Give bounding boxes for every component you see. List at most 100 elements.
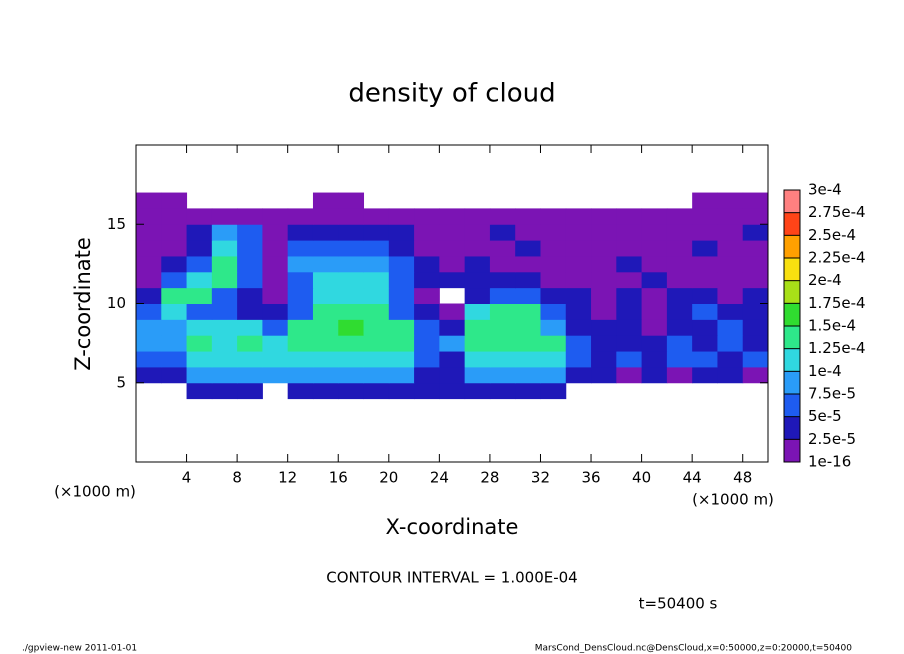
y-unit: (×1000 m) xyxy=(54,483,136,501)
cell xyxy=(540,271,567,289)
cell xyxy=(211,287,238,304)
colorbar-band xyxy=(784,235,800,258)
cell xyxy=(211,240,238,257)
cell xyxy=(186,240,213,257)
cell xyxy=(136,303,162,320)
x-tick-label: 40 xyxy=(632,469,651,487)
cell xyxy=(616,271,643,289)
footer-left: ./gpview-new 2011-01-01 xyxy=(22,644,137,654)
cell xyxy=(464,319,491,336)
cell xyxy=(439,255,466,273)
cell xyxy=(515,335,541,352)
cell xyxy=(692,208,718,225)
cell xyxy=(666,303,693,320)
cell xyxy=(136,255,162,273)
cell xyxy=(515,303,541,320)
cell xyxy=(439,208,466,225)
cell xyxy=(717,271,744,289)
cell xyxy=(666,255,693,273)
cell xyxy=(591,287,617,304)
x-tick-label: 4 xyxy=(182,469,192,487)
cell xyxy=(641,351,668,368)
cell xyxy=(515,287,541,304)
cell xyxy=(565,303,592,320)
x-axis-label: X-coordinate xyxy=(386,515,519,539)
cell xyxy=(363,303,390,320)
cell xyxy=(262,335,289,352)
cell xyxy=(136,271,162,289)
cell xyxy=(237,208,263,225)
cell xyxy=(338,192,365,209)
cell xyxy=(211,303,238,320)
cell xyxy=(742,255,769,273)
cell xyxy=(641,366,668,384)
cell xyxy=(414,366,440,384)
cell xyxy=(666,271,693,289)
x-unit: (×1000 m) xyxy=(692,491,774,509)
cell xyxy=(489,351,516,368)
footer-right: MarsCond_DensCloud.nc@DensCloud,x=0:5000… xyxy=(535,644,852,654)
cell xyxy=(742,366,769,384)
cell xyxy=(717,240,744,257)
cell xyxy=(641,208,668,225)
cell xyxy=(211,366,238,384)
cell xyxy=(464,335,491,352)
cell xyxy=(363,255,390,273)
cell xyxy=(388,351,415,368)
x-tick-label: 16 xyxy=(329,469,348,487)
cell xyxy=(489,271,516,289)
cell xyxy=(237,303,263,320)
cell xyxy=(717,319,744,336)
cell xyxy=(717,224,744,241)
cell xyxy=(388,319,415,336)
cell xyxy=(591,208,617,225)
cell xyxy=(262,224,289,241)
field xyxy=(136,192,769,400)
cell xyxy=(439,351,466,368)
cell xyxy=(742,303,769,320)
cell xyxy=(186,208,213,225)
cell xyxy=(641,287,668,304)
cell xyxy=(464,366,491,384)
cell xyxy=(717,287,744,304)
cell xyxy=(161,335,188,352)
cell xyxy=(439,382,466,400)
cell xyxy=(312,366,339,384)
cell xyxy=(692,224,718,241)
cell xyxy=(363,224,390,241)
cell xyxy=(211,208,238,225)
cell xyxy=(540,335,567,352)
cell xyxy=(363,287,390,304)
cell xyxy=(464,351,491,368)
cell xyxy=(338,366,365,384)
cell xyxy=(717,208,744,225)
cell xyxy=(515,366,541,384)
cell xyxy=(363,335,390,352)
cell xyxy=(641,303,668,320)
cell xyxy=(237,366,263,384)
cell xyxy=(742,224,769,241)
cell xyxy=(161,351,188,368)
cell xyxy=(742,287,769,304)
cell xyxy=(515,240,541,257)
cell xyxy=(136,240,162,257)
y-tick-label: 10 xyxy=(107,294,126,312)
cell xyxy=(287,335,314,352)
cell xyxy=(237,319,263,336)
chart-title: density of cloud xyxy=(348,79,555,109)
cell xyxy=(136,287,162,304)
cell xyxy=(692,319,718,336)
cell xyxy=(540,240,567,257)
cell xyxy=(616,351,643,368)
cell xyxy=(439,224,466,241)
y-tick-label: 15 xyxy=(107,215,126,233)
cell xyxy=(136,351,162,368)
cell xyxy=(742,208,769,225)
cell xyxy=(666,224,693,241)
time-label: t=50400 s xyxy=(639,595,718,613)
cell xyxy=(717,255,744,273)
cell xyxy=(287,224,314,241)
cell xyxy=(489,287,516,304)
cell xyxy=(565,208,592,225)
cell xyxy=(464,271,491,289)
